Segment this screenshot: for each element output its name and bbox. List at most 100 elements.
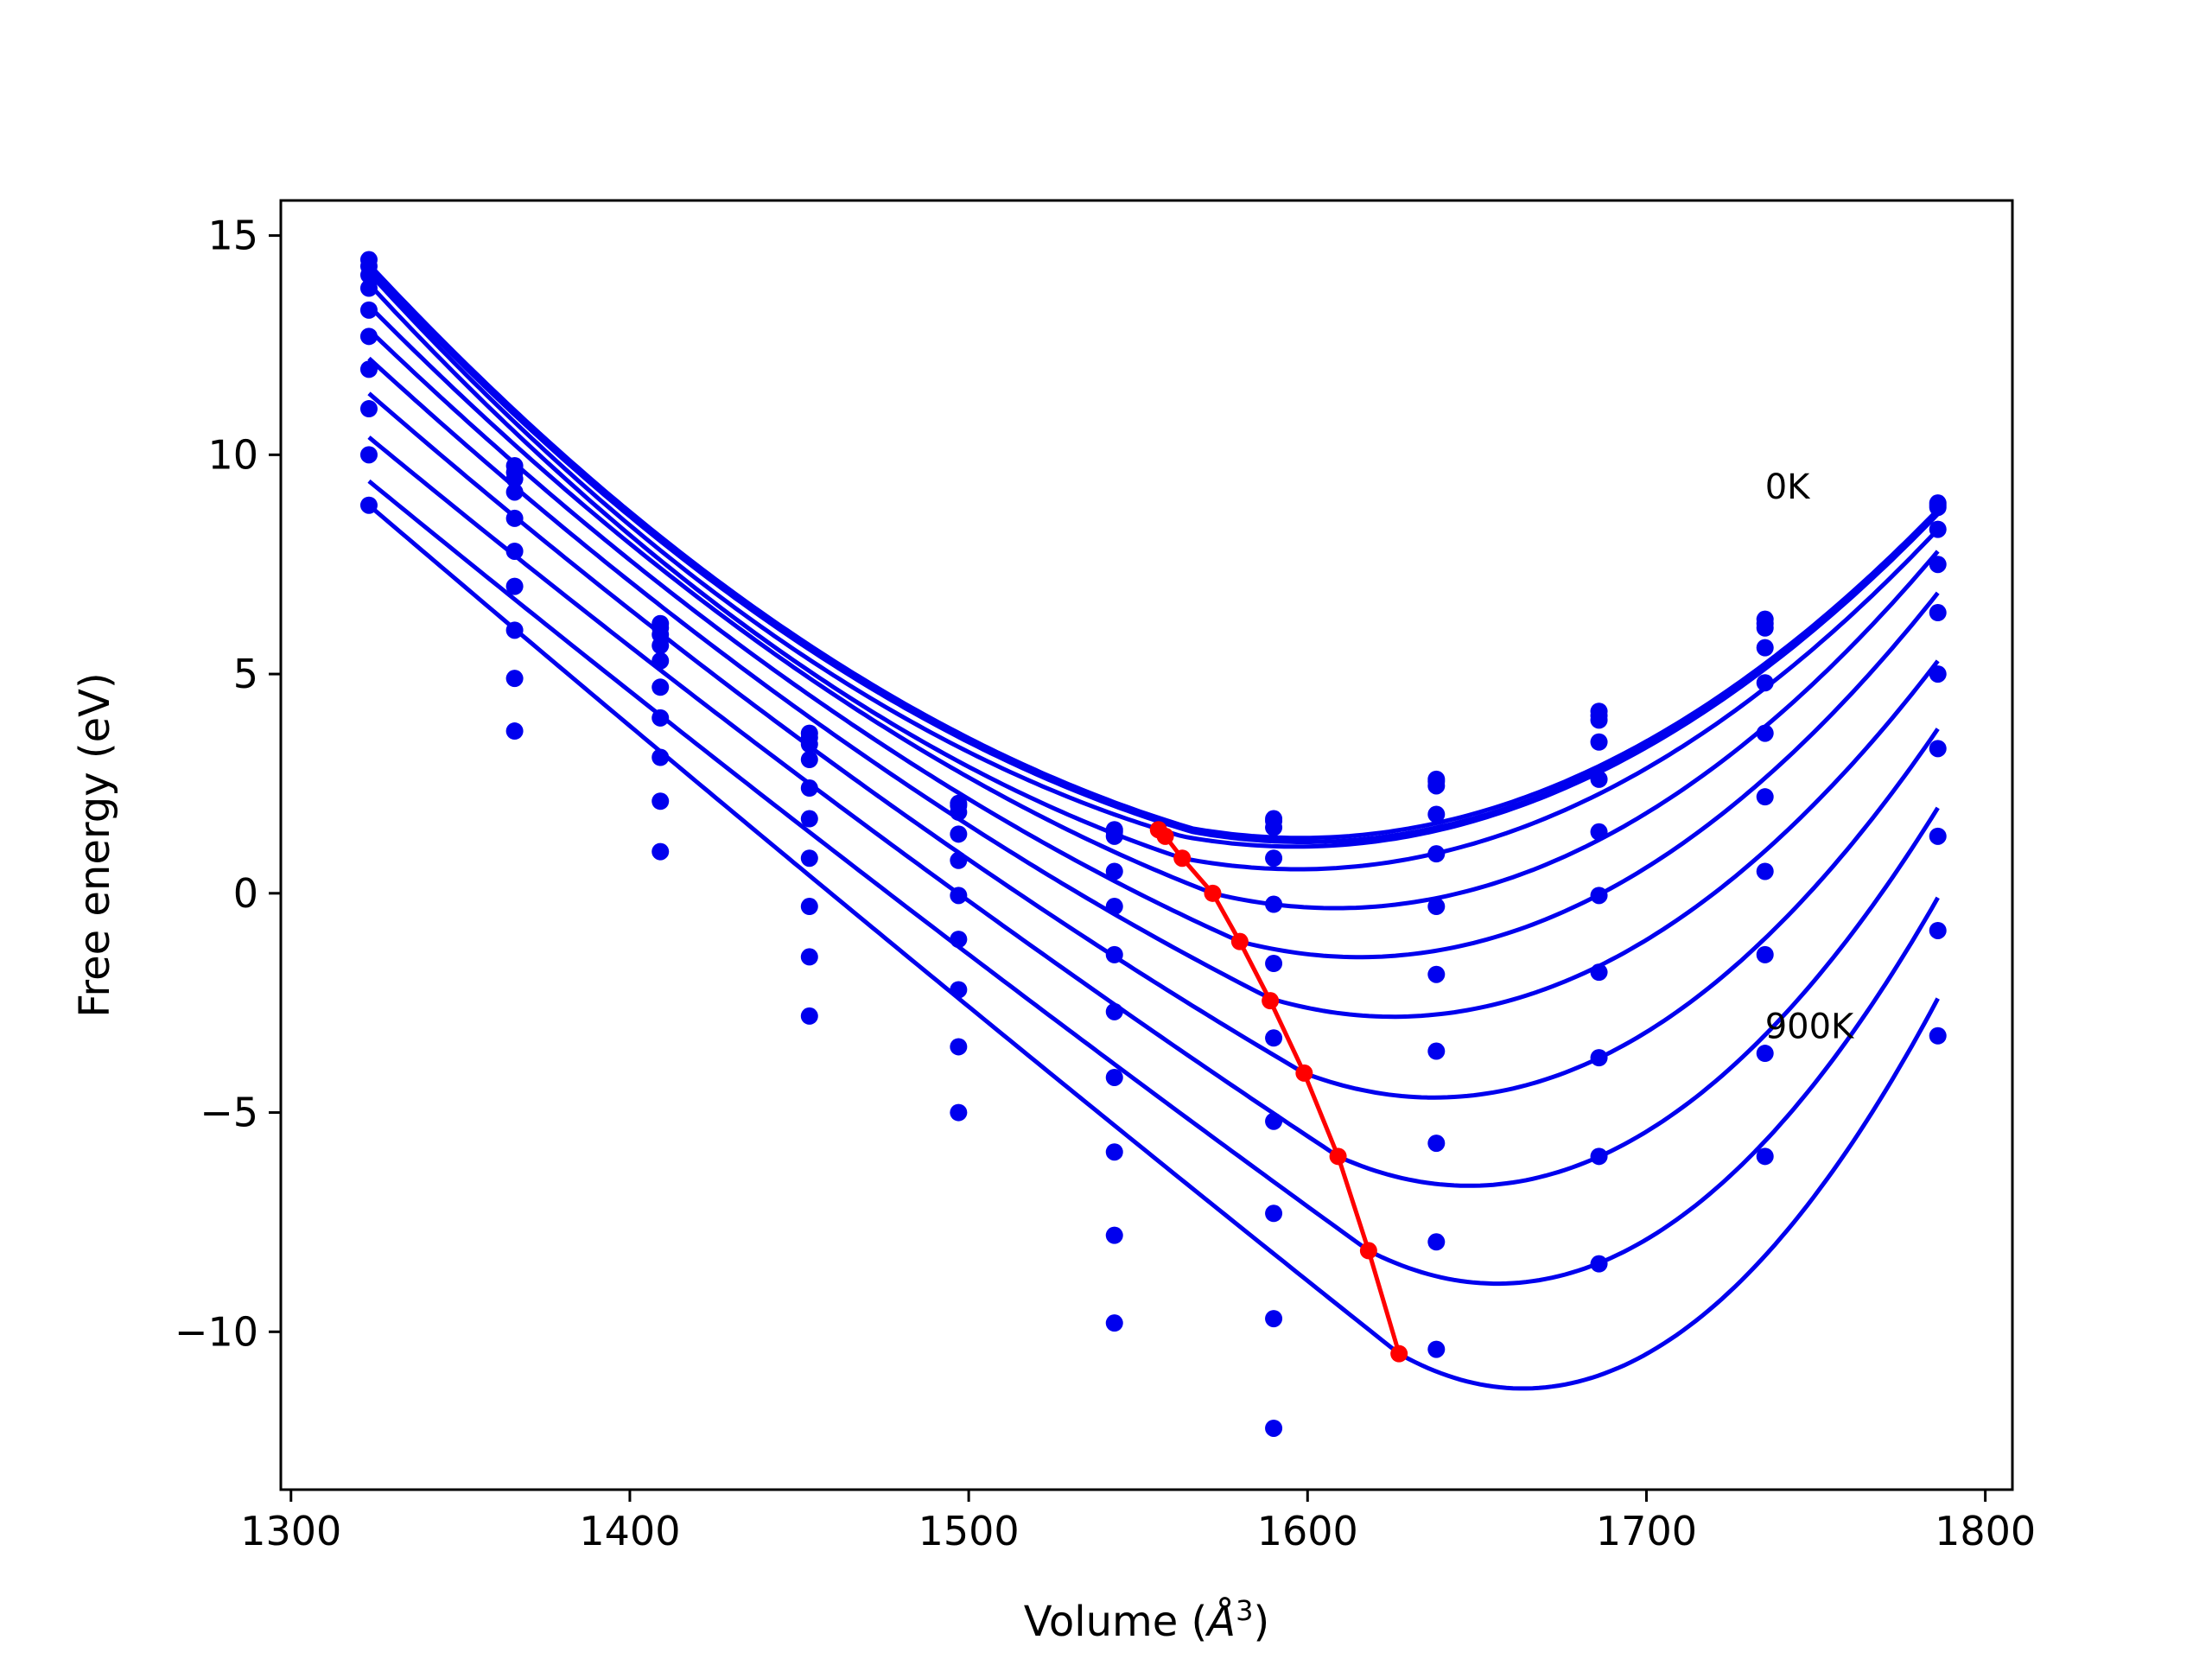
data-point-8-10: [1929, 827, 1947, 845]
y-tick-label-10: 10: [207, 431, 258, 478]
data-point-10-6: [1265, 1419, 1283, 1437]
data-point-3-4: [950, 825, 968, 843]
data-point-7-9: [1756, 862, 1774, 880]
fit-curve-0: [367, 262, 1940, 841]
x-axis-label-suffix: ): [1253, 1598, 1269, 1646]
y-tick-label-5: 5: [233, 651, 258, 697]
fit-curve-9: [367, 479, 1940, 1287]
data-point-7-4: [950, 981, 968, 999]
data-point-4-2: [652, 652, 670, 670]
data-point-3-9: [1756, 639, 1774, 657]
data-point-10-9: [1756, 1147, 1774, 1166]
data-point-7-10: [1929, 740, 1947, 758]
y-tick-label-15: 15: [207, 213, 258, 259]
data-point-2-5: [1105, 827, 1123, 845]
x-axis-label-prefix: Volume (: [1024, 1598, 1208, 1646]
curve-annotations: 0K 900K: [1765, 467, 1855, 1046]
plot-frame: [279, 199, 2014, 1491]
fit-curve-3: [367, 282, 1940, 872]
y-tick-label--5: −5: [200, 1090, 258, 1136]
data-point-9-3: [800, 1007, 818, 1025]
data-point-9-5: [1105, 1226, 1123, 1244]
minimum-point-3: [1204, 884, 1222, 902]
data-point-5-7: [1427, 898, 1446, 916]
data-point-5-10: [1929, 604, 1947, 622]
data-point-7-5: [1105, 1068, 1123, 1086]
data-point-6-0: [359, 360, 378, 378]
data-point-10-7: [1427, 1340, 1446, 1358]
data-point-10-5: [1105, 1314, 1123, 1332]
data-point-10-8: [1590, 1255, 1608, 1273]
data-point-6-3: [800, 849, 818, 868]
fit-curve-7: [367, 391, 1940, 1100]
data-point-4-7: [1427, 845, 1446, 863]
minimum-path: [1149, 821, 1408, 1363]
data-point-4-6: [1265, 895, 1283, 913]
annotation-1: 900K: [1765, 1007, 1855, 1046]
data-point-2-10: [1929, 499, 1947, 517]
data-point-2-9: [1756, 619, 1774, 637]
data-point-6-2: [652, 709, 670, 727]
data-point-3-8: [1590, 733, 1608, 751]
data-point-2-0: [359, 266, 378, 284]
data-point-6-10: [1929, 665, 1947, 683]
data-point-9-6: [1265, 1310, 1283, 1328]
data-point-4-10: [1929, 556, 1947, 574]
data-point-3-6: [1265, 849, 1283, 868]
data-point-6-6: [1265, 1029, 1283, 1047]
data-point-8-9: [1756, 945, 1774, 963]
data-point-8-7: [1427, 1135, 1446, 1153]
data-point-5-3: [800, 810, 818, 828]
data-point-5-2: [652, 678, 670, 696]
data-point-5-5: [1105, 945, 1123, 963]
minimum-point-7: [1329, 1147, 1347, 1166]
data-point-5-1: [505, 542, 524, 560]
fit-curve-10: [367, 503, 1940, 1391]
data-point-7-6: [1265, 1112, 1283, 1130]
x-tick-label-1400: 1400: [579, 1508, 680, 1554]
data-point-3-10: [1929, 520, 1947, 538]
x-tick-label-1500: 1500: [918, 1508, 1020, 1554]
data-point-3-5: [1105, 862, 1123, 880]
y-tick-label-0: 0: [233, 870, 258, 917]
data-point-4-4: [950, 851, 968, 869]
data-point-9-8: [1590, 1147, 1608, 1166]
data-point-10-10: [1929, 1027, 1947, 1045]
minimum-point-2: [1173, 849, 1192, 868]
data-point-8-1: [505, 670, 524, 688]
data-point-5-8: [1590, 823, 1608, 841]
data-point-8-6: [1265, 1205, 1283, 1223]
data-point-8-3: [800, 948, 818, 966]
x-axis-label-exponent: 3: [1236, 1594, 1253, 1627]
data-point-2-7: [1427, 777, 1446, 795]
fit-curve-6: [367, 356, 1940, 1020]
data-point-6-4: [950, 931, 968, 949]
data-point-9-1: [505, 722, 524, 741]
y-tick-label--10: −10: [175, 1308, 258, 1355]
data-point-4-1: [505, 509, 524, 527]
data-point-6-7: [1427, 965, 1446, 983]
data-point-8-2: [652, 792, 670, 810]
data-point-9-0: [359, 496, 378, 514]
data-point-5-9: [1756, 724, 1774, 742]
data-point-2-8: [1590, 711, 1608, 729]
y-axis-label: Free energy (eV): [71, 672, 119, 1017]
data-point-6-5: [1105, 1002, 1123, 1020]
data-point-4-3: [800, 779, 818, 798]
data-point-6-9: [1756, 788, 1774, 806]
fit-curve-5: [367, 327, 1940, 960]
data-point-9-9: [1756, 1045, 1774, 1063]
x-tick-label-1300: 1300: [240, 1508, 341, 1554]
data-point-2-3: [800, 735, 818, 753]
minimum-point-5: [1262, 992, 1280, 1010]
y-axis-ticks: 15 10 5 0 −5 −10: [175, 213, 281, 1355]
minimum-line: [1156, 828, 1402, 1355]
x-axis-ticks: 1300 1400 1500 1600 1700 1800: [240, 1490, 2036, 1554]
data-point-9-4: [950, 1103, 968, 1122]
x-tick-label-1700: 1700: [1596, 1508, 1697, 1554]
x-axis-label: Volume (Å3): [1024, 1594, 1269, 1646]
data-point-3-0: [359, 279, 378, 297]
data-point-4-0: [359, 301, 378, 319]
x-tick-label-1800: 1800: [1935, 1508, 2036, 1554]
